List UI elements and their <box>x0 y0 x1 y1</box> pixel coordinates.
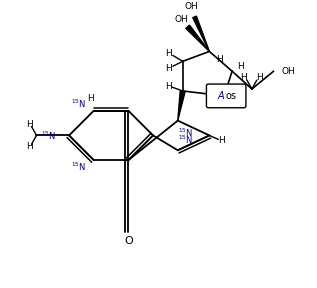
Text: $^{15}$N: $^{15}$N <box>42 129 57 142</box>
Text: H: H <box>165 82 172 90</box>
Text: O: O <box>124 236 133 246</box>
Text: H: H <box>26 120 33 129</box>
Text: $^{15}$N: $^{15}$N <box>71 98 87 110</box>
Text: H: H <box>256 73 263 82</box>
Text: OH: OH <box>281 67 295 76</box>
Text: H: H <box>87 94 94 103</box>
Text: H: H <box>165 49 172 58</box>
Polygon shape <box>193 16 210 52</box>
Text: A: A <box>218 91 224 101</box>
Text: H: H <box>165 64 172 73</box>
Text: os: os <box>226 91 236 101</box>
Text: H: H <box>26 142 33 151</box>
Text: H: H <box>237 62 243 71</box>
Text: $^{15}$N: $^{15}$N <box>71 161 87 173</box>
Text: H: H <box>218 136 225 145</box>
Text: $^{15}$N: $^{15}$N <box>178 126 193 139</box>
Text: OH: OH <box>175 15 189 24</box>
Text: OH: OH <box>185 3 198 12</box>
FancyBboxPatch shape <box>206 84 246 108</box>
Text: H: H <box>216 55 223 64</box>
Polygon shape <box>178 90 185 121</box>
Polygon shape <box>186 25 210 52</box>
Text: $^{15}$N: $^{15}$N <box>178 133 193 146</box>
Text: H: H <box>241 73 247 82</box>
